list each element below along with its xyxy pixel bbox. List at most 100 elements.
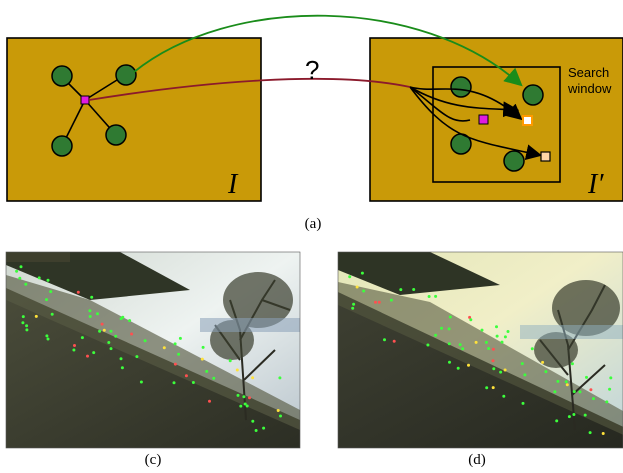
feature-node (51, 135, 73, 157)
feature-point (173, 362, 177, 366)
search-window (432, 66, 561, 183)
feature-point (243, 402, 247, 406)
feature-point (485, 386, 489, 390)
feature-point (208, 399, 211, 403)
feature-node (522, 84, 544, 106)
candidate-point-orange (522, 115, 533, 126)
feature-point (25, 328, 29, 332)
feature-point (236, 393, 240, 397)
feature-point (564, 380, 568, 384)
feature-point (173, 342, 177, 346)
feature-point (555, 419, 559, 423)
feature-point (458, 343, 462, 347)
feature-point (544, 370, 548, 374)
feature-node (115, 64, 137, 86)
feature-point (18, 276, 22, 280)
feature-point (34, 314, 38, 318)
photo-d (338, 252, 623, 448)
left-image-panel: I (6, 37, 262, 202)
feature-point (50, 312, 54, 316)
caption-c: (c) (144, 452, 162, 468)
feature-point (88, 315, 92, 318)
feature-point (201, 345, 205, 349)
feature-point (120, 366, 124, 370)
feature-point (491, 359, 495, 363)
feature-node (450, 76, 472, 98)
feature-point (73, 344, 76, 347)
feature-point (503, 368, 507, 372)
feature-point (242, 395, 246, 399)
feature-point (109, 329, 113, 333)
red-correspondence-arrow (88, 77, 411, 101)
feature-point (530, 347, 534, 351)
feature-point (143, 339, 147, 343)
feature-point (239, 404, 243, 408)
feature-point (25, 324, 29, 328)
right-image-panel: Search window I′ (369, 37, 623, 202)
feature-point (162, 346, 166, 350)
feature-point (15, 269, 19, 273)
feature-point (278, 376, 282, 380)
feature-point (90, 295, 94, 299)
candidate-point-magenta (478, 114, 489, 125)
search-window-label-line2: window (567, 81, 612, 96)
left-image-label: I (227, 169, 239, 200)
feature-point (248, 396, 251, 400)
feature-point (184, 374, 188, 378)
feature-point (49, 290, 53, 294)
search-window-label-line1: Search (568, 65, 609, 80)
feature-point (178, 336, 182, 340)
feature-point (592, 397, 595, 401)
caption-a: (a) (304, 216, 322, 232)
feature-point (572, 413, 576, 416)
feature-point (92, 351, 96, 355)
feature-point (119, 357, 123, 361)
feature-point (130, 332, 134, 336)
feature-point (468, 315, 472, 319)
feature-point (72, 348, 76, 352)
feature-point (585, 375, 588, 379)
feature-point (245, 404, 249, 408)
feature-point (567, 415, 571, 419)
feature-point (19, 265, 23, 269)
feature-point (440, 326, 443, 330)
feature-point (205, 369, 209, 373)
feature-point (119, 317, 123, 321)
feature-point (98, 329, 102, 333)
feature-point (352, 302, 356, 306)
feature-point (392, 339, 396, 343)
feature-point (279, 414, 282, 418)
feature-point (583, 413, 587, 417)
feature-point (228, 359, 232, 363)
feature-point (448, 360, 451, 364)
candidate-point-peach (540, 151, 551, 162)
center-feature-point (80, 95, 90, 105)
feature-point (500, 340, 504, 344)
caption-d: (d) (468, 452, 486, 468)
feature-point (235, 368, 239, 372)
feature-point (96, 312, 99, 316)
feature-point (251, 419, 255, 423)
feature-point (556, 379, 560, 383)
feature-point (447, 342, 451, 346)
feature-point (191, 381, 195, 384)
feature-point (45, 298, 48, 302)
feature-point (399, 288, 403, 292)
feature-point (251, 376, 255, 380)
feature-point (21, 315, 25, 319)
feature-point (135, 355, 139, 359)
feature-point (374, 300, 377, 304)
feature-point (114, 334, 118, 338)
feature-point (76, 290, 80, 294)
feature-point (484, 340, 488, 344)
feature-point (434, 294, 438, 298)
feature-point (541, 360, 545, 364)
feature-point (262, 426, 266, 430)
feature-point (21, 321, 25, 325)
feature-point (492, 367, 496, 371)
feature-point (177, 352, 181, 356)
feature-point (427, 295, 431, 298)
feature-point (377, 300, 381, 304)
feature-point (448, 315, 452, 319)
